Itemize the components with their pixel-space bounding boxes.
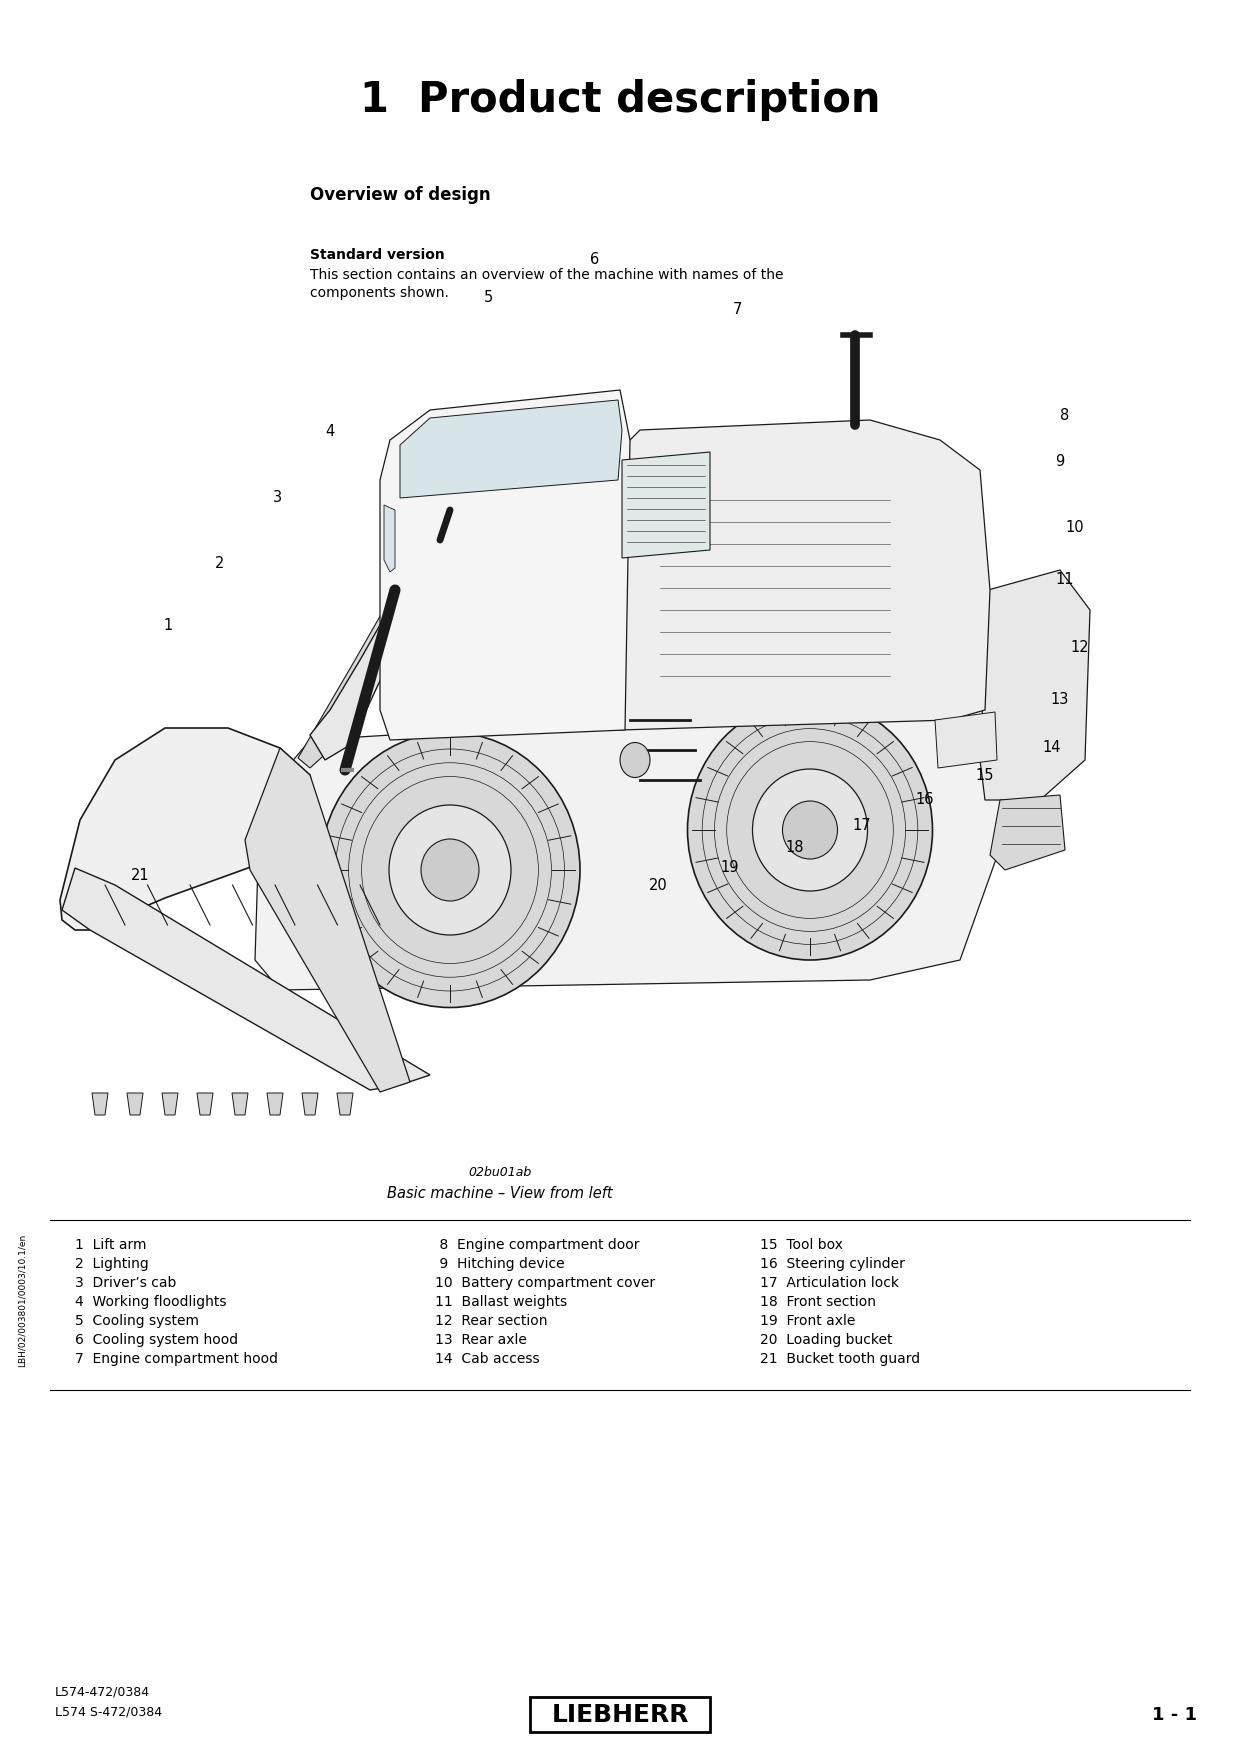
Text: 4: 4 [325, 425, 335, 439]
Text: 3  Driver’s cab: 3 Driver’s cab [74, 1276, 176, 1290]
Polygon shape [990, 794, 1065, 870]
Text: 21: 21 [130, 868, 149, 882]
Ellipse shape [422, 838, 479, 901]
Text: 21  Bucket tooth guard: 21 Bucket tooth guard [760, 1353, 920, 1367]
Text: L574-472/0384: L574-472/0384 [55, 1685, 150, 1699]
Text: Basic machine – View from left: Basic machine – View from left [387, 1185, 613, 1200]
Text: 7: 7 [733, 303, 742, 317]
Text: 15  Tool box: 15 Tool box [760, 1237, 843, 1251]
Text: 6: 6 [590, 252, 600, 268]
Text: 12  Rear section: 12 Rear section [435, 1314, 548, 1328]
Text: 5: 5 [484, 290, 492, 306]
Polygon shape [197, 1094, 213, 1115]
Polygon shape [935, 712, 997, 768]
Text: 20: 20 [649, 877, 667, 892]
Text: LIEBHERR: LIEBHERR [552, 1703, 688, 1727]
Polygon shape [232, 1094, 248, 1115]
Polygon shape [126, 1094, 143, 1115]
Polygon shape [379, 390, 630, 740]
Ellipse shape [782, 802, 837, 859]
Polygon shape [62, 868, 430, 1090]
Polygon shape [92, 1094, 108, 1115]
Text: 1 - 1: 1 - 1 [1152, 1706, 1198, 1724]
Text: 8  Engine compartment door: 8 Engine compartment door [435, 1237, 640, 1251]
Text: 13  Rear axle: 13 Rear axle [435, 1334, 527, 1348]
Text: 15: 15 [976, 768, 994, 782]
Text: 2: 2 [216, 555, 224, 570]
Ellipse shape [620, 742, 650, 777]
Polygon shape [267, 1094, 283, 1115]
Text: 14: 14 [1043, 740, 1061, 756]
Text: 1  Product description: 1 Product description [360, 79, 880, 121]
Polygon shape [980, 570, 1090, 800]
Polygon shape [337, 1094, 353, 1115]
Text: 1: 1 [164, 618, 172, 632]
Text: 10  Battery compartment cover: 10 Battery compartment cover [435, 1276, 655, 1290]
Text: 9: 9 [1055, 455, 1065, 469]
Text: 2  Lighting: 2 Lighting [74, 1256, 149, 1270]
Text: 18: 18 [786, 840, 805, 856]
Text: 17  Articulation lock: 17 Articulation lock [760, 1276, 899, 1290]
Polygon shape [401, 401, 622, 499]
Ellipse shape [753, 768, 868, 891]
Text: LBH/02/003801/0003/10.1/en: LBH/02/003801/0003/10.1/en [17, 1234, 26, 1367]
Text: 7  Engine compartment hood: 7 Engine compartment hood [74, 1353, 278, 1367]
Text: Standard version: Standard version [310, 248, 445, 262]
Text: 8: 8 [1060, 408, 1070, 422]
Text: 19  Front axle: 19 Front axle [760, 1314, 856, 1328]
Polygon shape [162, 1094, 179, 1115]
Ellipse shape [687, 700, 932, 961]
Text: 4  Working floodlights: 4 Working floodlights [74, 1295, 227, 1309]
Text: 16  Steering cylinder: 16 Steering cylinder [760, 1256, 905, 1270]
Text: 11: 11 [1055, 572, 1074, 588]
Polygon shape [384, 506, 396, 572]
Text: 6  Cooling system hood: 6 Cooling system hood [74, 1334, 238, 1348]
Polygon shape [303, 1094, 317, 1115]
Text: 11  Ballast weights: 11 Ballast weights [435, 1295, 567, 1309]
Polygon shape [298, 544, 435, 768]
Polygon shape [310, 520, 460, 760]
Text: 18  Front section: 18 Front section [760, 1295, 875, 1309]
Text: components shown.: components shown. [310, 285, 449, 299]
Ellipse shape [389, 805, 511, 934]
Text: 16: 16 [916, 793, 934, 807]
Polygon shape [620, 420, 990, 730]
Ellipse shape [320, 733, 580, 1008]
Text: 19: 19 [720, 861, 739, 875]
Text: 17: 17 [853, 817, 872, 833]
Text: 1  Lift arm: 1 Lift arm [74, 1237, 146, 1251]
Text: 10: 10 [1065, 520, 1084, 536]
Text: Overview of design: Overview of design [310, 186, 491, 205]
Text: L574 S-472/0384: L574 S-472/0384 [55, 1706, 162, 1718]
Text: 02bu01ab: 02bu01ab [469, 1166, 532, 1178]
Polygon shape [255, 700, 1011, 990]
Text: 9  Hitching device: 9 Hitching device [435, 1256, 564, 1270]
Text: This section contains an overview of the machine with names of the: This section contains an overview of the… [310, 268, 784, 282]
Text: 12: 12 [1070, 640, 1089, 656]
Text: 13: 13 [1050, 693, 1069, 707]
Text: 14  Cab access: 14 Cab access [435, 1353, 539, 1367]
Polygon shape [246, 747, 410, 1092]
Text: 3: 3 [274, 490, 283, 504]
Text: 5  Cooling system: 5 Cooling system [74, 1314, 198, 1328]
Polygon shape [60, 728, 315, 929]
Polygon shape [622, 452, 711, 558]
Text: 20  Loading bucket: 20 Loading bucket [760, 1334, 893, 1348]
